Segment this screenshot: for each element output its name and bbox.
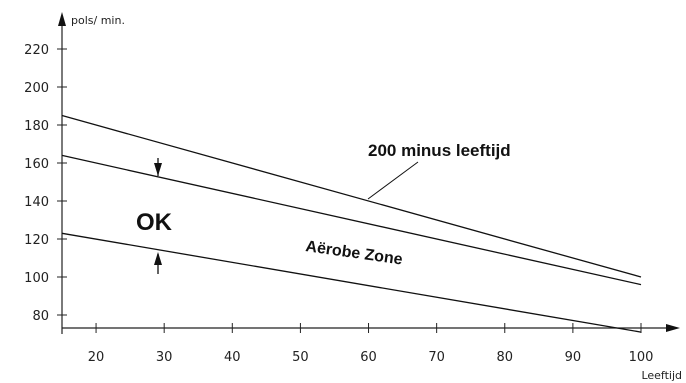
x-tick-label: 60 xyxy=(360,350,377,365)
y-tick-label: 200 xyxy=(24,81,49,96)
ok-label: OK xyxy=(136,209,173,236)
upper-aerobic-line xyxy=(61,154,642,286)
annotation-leader-line xyxy=(367,161,419,200)
max-heart-rate-line xyxy=(61,114,642,278)
y-axis-label: pols/ min. xyxy=(71,14,125,27)
x-tick-label: 50 xyxy=(292,350,309,365)
aerobic-zone-label: Aërobe Zone xyxy=(304,238,403,268)
x-axis-label: Leeftijd xyxy=(641,369,682,382)
x-tick-label: 80 xyxy=(496,350,513,365)
y-tick-label: 220 xyxy=(24,43,49,58)
zone-arrowhead-up-icon xyxy=(154,252,162,265)
x-tick-label: 30 xyxy=(156,350,173,365)
x-tick-label: 90 xyxy=(565,350,582,365)
x-axis-arrowhead-icon xyxy=(666,324,680,332)
y-axis-arrowhead-icon xyxy=(58,12,66,26)
lower-aerobic-line xyxy=(61,232,642,333)
max-heart-rate-label: 200 minus leeftijd xyxy=(368,141,511,160)
x-tick-label: 40 xyxy=(224,350,241,365)
x-tick-label: 70 xyxy=(428,350,445,365)
y-tick-label: 140 xyxy=(24,195,49,210)
y-tick-label: 180 xyxy=(24,119,49,134)
y-tick-label: 100 xyxy=(24,271,49,286)
x-tick-label: 100 xyxy=(629,350,654,365)
y-tick-label: 120 xyxy=(24,233,49,248)
y-tick-label: 80 xyxy=(32,309,49,324)
x-tick-label: 20 xyxy=(88,350,105,365)
zone-arrowhead-down-icon xyxy=(154,163,162,176)
y-tick-label: 160 xyxy=(24,157,49,172)
